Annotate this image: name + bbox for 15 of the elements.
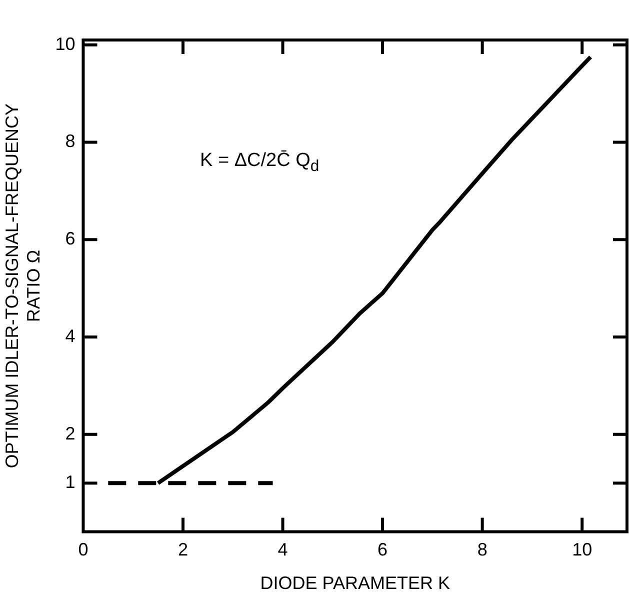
y-tick-label: 4 <box>65 326 76 346</box>
x-axis-title: DIODE PARAMETER K <box>260 573 450 594</box>
x-tick-label: 4 <box>278 540 288 560</box>
x-tick-label: 10 <box>572 540 592 560</box>
y-tick-label: 2 <box>65 423 76 444</box>
x-tick-label: 2 <box>178 540 188 560</box>
x-tick-label: 0 <box>78 540 88 560</box>
y-tick-label: 8 <box>65 131 76 152</box>
annotation: K = ΔC/2C̄ Q$_{d}$ <box>200 150 320 176</box>
y-tick-label: 10 <box>55 34 76 54</box>
y-tick-label: 1 <box>65 472 76 492</box>
y-tick-label: 6 <box>65 228 76 249</box>
x-tick-label: 8 <box>477 540 488 560</box>
x-tick-label: 6 <box>378 540 388 560</box>
y-axis-title: OPTIMUM IDLER-TO-SIGNAL-FREQUENCY RATIO Ω <box>2 104 44 468</box>
